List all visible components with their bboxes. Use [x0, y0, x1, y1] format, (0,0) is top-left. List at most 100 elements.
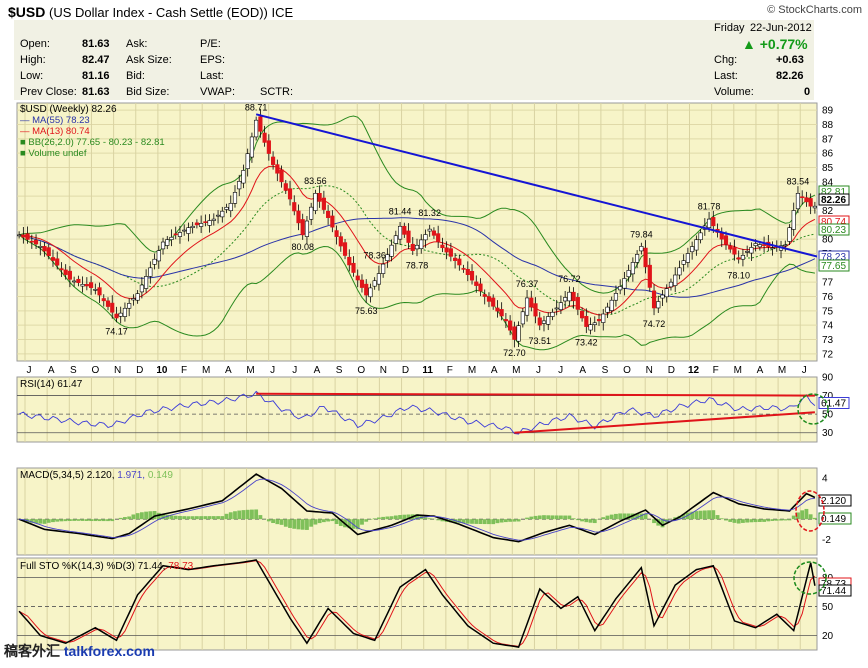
macd-histogram-bar — [334, 519, 339, 525]
x-tick: J — [536, 365, 541, 376]
candle-body — [706, 218, 712, 229]
prev-close-value: 81.63 — [82, 86, 110, 98]
price-panel — [16, 102, 818, 362]
candle-body — [508, 320, 513, 331]
macd-histogram-bar — [186, 516, 191, 520]
candle-body — [588, 324, 593, 331]
x-tick: D — [668, 365, 675, 376]
price-tag: 78.23 — [821, 252, 846, 263]
macd-histogram-bar — [609, 514, 614, 520]
candle-body — [232, 192, 238, 204]
macd-histogram-bar — [626, 513, 631, 520]
macd-histogram-bar — [182, 516, 187, 520]
sto-d-line — [18, 560, 816, 647]
candle-body — [469, 270, 475, 281]
candle-body — [199, 223, 204, 227]
candle-body — [144, 276, 149, 289]
bb-middle-line — [18, 185, 815, 316]
macd-histogram-bar — [207, 516, 212, 520]
macd-histogram-bar — [59, 519, 64, 522]
macd-histogram-bar — [309, 519, 314, 527]
macd-histogram-bar — [529, 516, 534, 520]
x-tick: 12 — [688, 365, 700, 376]
macd-plot — [18, 473, 817, 543]
macd-histogram-bar — [216, 516, 220, 520]
macd-histogram-bar — [690, 511, 695, 520]
macd-histogram-bar — [580, 519, 584, 522]
macd-histogram-bar — [656, 519, 661, 526]
candle-body — [478, 283, 483, 292]
candle-body — [558, 302, 563, 310]
macd-histogram-bar — [72, 519, 77, 521]
rsi-plot — [18, 390, 816, 435]
candle-body — [681, 260, 686, 265]
candle-body — [457, 258, 462, 266]
candle-body — [546, 316, 551, 325]
macd-histogram-bar — [139, 512, 144, 520]
vwap-label: VWAP: — [200, 86, 236, 98]
macd-histogram-bar — [487, 519, 491, 525]
x-tick: J — [270, 365, 275, 376]
volume-label: Volume: — [714, 86, 754, 98]
candle-body — [626, 270, 631, 278]
macd-histogram-bar — [194, 516, 199, 520]
candle-body — [736, 257, 741, 260]
candle-body — [723, 235, 729, 245]
macd-histogram-bar — [381, 516, 386, 520]
macd-histogram-bar — [559, 515, 563, 520]
price-y-tick: 87 — [822, 134, 834, 145]
candle-body — [563, 297, 568, 302]
x-tick: A — [48, 365, 55, 376]
macd-histogram-bar — [313, 519, 318, 525]
candle-body — [474, 281, 479, 286]
candle-body — [63, 269, 68, 275]
open-label: Open: — [20, 38, 50, 50]
macd-histogram-bar — [283, 519, 288, 527]
macd-legend-signal: 1.971, — [117, 470, 148, 481]
candle-body — [698, 232, 703, 241]
macd-histogram-bar — [453, 519, 457, 523]
macd-histogram-bar — [567, 515, 572, 520]
candle-body — [42, 246, 47, 252]
macd-histogram-bar — [440, 519, 445, 522]
x-tick: J — [558, 365, 563, 376]
macd-line — [18, 473, 816, 543]
macd-histogram-bar — [156, 512, 161, 520]
pe-label: P/E: — [200, 38, 221, 50]
candle-body — [643, 247, 648, 268]
price-y-tick: 78 — [822, 263, 834, 274]
price-tag-box — [818, 250, 850, 263]
price-tag: 82.81 — [821, 187, 846, 198]
price-y-tick: 85 — [822, 163, 834, 174]
candle-body — [592, 322, 597, 325]
x-tick: M — [246, 365, 254, 376]
candle-body — [228, 203, 233, 212]
candle-body — [668, 281, 674, 288]
macd-histogram-bar — [300, 519, 305, 530]
macd-histogram-bar — [84, 519, 89, 521]
macd-histogram-bar — [779, 519, 783, 521]
last2-label: Last: — [714, 70, 738, 82]
rsi-highlight-circle — [797, 393, 829, 425]
macd-legend-macd: 2.120, — [87, 470, 118, 481]
ma13-line — [19, 165, 816, 316]
candle-body — [287, 188, 293, 200]
macd-histogram-bar — [266, 519, 271, 522]
candle-body — [249, 136, 254, 158]
candle-body — [596, 319, 602, 322]
candle-body — [571, 291, 576, 302]
macd-histogram-bar — [368, 519, 373, 520]
candle-body — [338, 236, 343, 247]
high-label: High: — [20, 54, 46, 66]
macd-histogram-bar — [605, 515, 610, 520]
macd-histogram-bar — [199, 516, 204, 520]
candle-body — [630, 262, 635, 275]
candle-body — [330, 215, 335, 228]
sto-plot — [18, 559, 816, 648]
price-tag-box — [818, 259, 850, 272]
bb-upper-line — [18, 115, 816, 294]
candle-body — [372, 280, 377, 287]
x-tick: O — [92, 365, 100, 376]
macd-histogram-bar — [495, 519, 500, 524]
macd-histogram-bar — [131, 514, 136, 520]
